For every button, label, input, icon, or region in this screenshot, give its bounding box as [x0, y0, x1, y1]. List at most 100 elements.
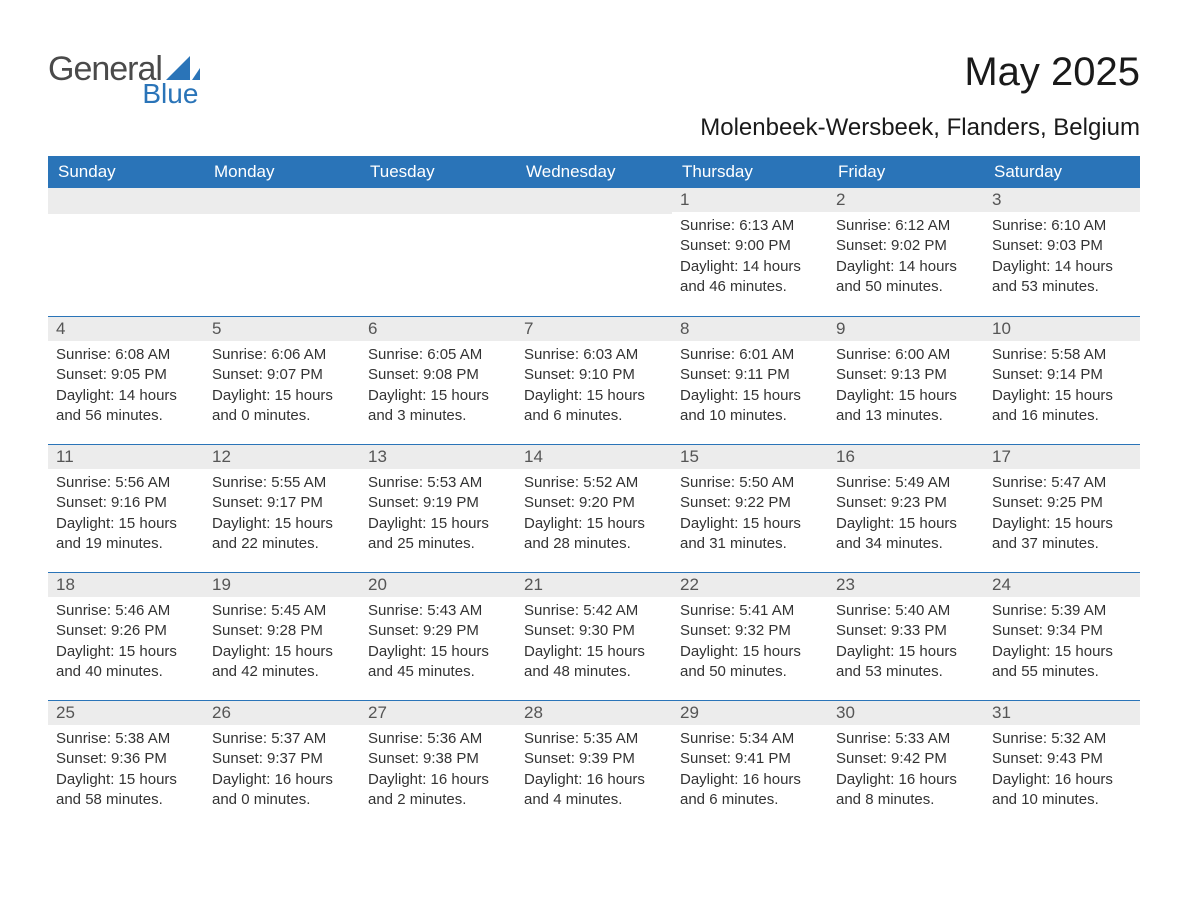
day-details: Sunrise: 6:06 AMSunset: 9:07 PMDaylight:… — [204, 341, 360, 430]
day-number: 30 — [828, 700, 984, 725]
day-number: 8 — [672, 316, 828, 341]
daylight-text: Daylight: 15 hours — [992, 642, 1132, 662]
day-number: 3 — [984, 188, 1140, 212]
day-details: Sunrise: 5:52 AMSunset: 9:20 PMDaylight:… — [516, 469, 672, 558]
day-details: Sunrise: 5:40 AMSunset: 9:33 PMDaylight:… — [828, 597, 984, 686]
day-details: Sunrise: 5:53 AMSunset: 9:19 PMDaylight:… — [360, 469, 516, 558]
sunset-text: Sunset: 9:00 PM — [680, 236, 820, 256]
sunset-text: Sunset: 9:22 PM — [680, 493, 820, 513]
sunrise-text: Sunrise: 5:37 AM — [212, 729, 352, 749]
day-details: Sunrise: 5:37 AMSunset: 9:37 PMDaylight:… — [204, 725, 360, 814]
calendar-cell: 16Sunrise: 5:49 AMSunset: 9:23 PMDayligh… — [828, 444, 984, 572]
daylight-text-2: and 19 minutes. — [56, 534, 196, 554]
daylight-text: Daylight: 15 hours — [992, 514, 1132, 534]
calendar-cell: 5Sunrise: 6:06 AMSunset: 9:07 PMDaylight… — [204, 316, 360, 444]
calendar-cell — [204, 188, 360, 316]
daylight-text-2: and 40 minutes. — [56, 662, 196, 682]
sunrise-text: Sunrise: 5:58 AM — [992, 345, 1132, 365]
day-details: Sunrise: 5:38 AMSunset: 9:36 PMDaylight:… — [48, 725, 204, 814]
calendar-cell: 13Sunrise: 5:53 AMSunset: 9:19 PMDayligh… — [360, 444, 516, 572]
calendar-cell: 8Sunrise: 6:01 AMSunset: 9:11 PMDaylight… — [672, 316, 828, 444]
day-details: Sunrise: 5:39 AMSunset: 9:34 PMDaylight:… — [984, 597, 1140, 686]
sunrise-text: Sunrise: 5:45 AM — [212, 601, 352, 621]
sunset-text: Sunset: 9:14 PM — [992, 365, 1132, 385]
day-details: Sunrise: 5:49 AMSunset: 9:23 PMDaylight:… — [828, 469, 984, 558]
blank-day-strip — [204, 188, 360, 214]
day-details: Sunrise: 5:47 AMSunset: 9:25 PMDaylight:… — [984, 469, 1140, 558]
calendar-cell: 7Sunrise: 6:03 AMSunset: 9:10 PMDaylight… — [516, 316, 672, 444]
calendar-cell: 20Sunrise: 5:43 AMSunset: 9:29 PMDayligh… — [360, 572, 516, 700]
day-number: 24 — [984, 572, 1140, 597]
day-number: 6 — [360, 316, 516, 341]
daylight-text-2: and 6 minutes. — [524, 406, 664, 426]
daylight-text-2: and 3 minutes. — [368, 406, 508, 426]
daylight-text-2: and 4 minutes. — [524, 790, 664, 810]
daylight-text-2: and 25 minutes. — [368, 534, 508, 554]
day-details: Sunrise: 5:35 AMSunset: 9:39 PMDaylight:… — [516, 725, 672, 814]
day-details: Sunrise: 5:56 AMSunset: 9:16 PMDaylight:… — [48, 469, 204, 558]
page-title: May 2025 — [964, 50, 1140, 95]
day-number: 23 — [828, 572, 984, 597]
sunrise-text: Sunrise: 5:50 AM — [680, 473, 820, 493]
calendar-cell: 11Sunrise: 5:56 AMSunset: 9:16 PMDayligh… — [48, 444, 204, 572]
daylight-text: Daylight: 15 hours — [836, 514, 976, 534]
day-number: 2 — [828, 188, 984, 212]
daylight-text-2: and 34 minutes. — [836, 534, 976, 554]
day-number: 20 — [360, 572, 516, 597]
daylight-text: Daylight: 14 hours — [992, 257, 1132, 277]
sunset-text: Sunset: 9:10 PM — [524, 365, 664, 385]
day-number: 14 — [516, 444, 672, 469]
daylight-text-2: and 53 minutes. — [836, 662, 976, 682]
daylight-text-2: and 53 minutes. — [992, 277, 1132, 297]
sunset-text: Sunset: 9:43 PM — [992, 749, 1132, 769]
weekday-header: Wednesday — [516, 156, 672, 188]
sunset-text: Sunset: 9:19 PM — [368, 493, 508, 513]
sunrise-text: Sunrise: 6:10 AM — [992, 216, 1132, 236]
sunset-text: Sunset: 9:11 PM — [680, 365, 820, 385]
day-number: 21 — [516, 572, 672, 597]
blank-day-strip — [360, 188, 516, 214]
day-number: 7 — [516, 316, 672, 341]
day-number: 25 — [48, 700, 204, 725]
sunrise-text: Sunrise: 6:05 AM — [368, 345, 508, 365]
day-number: 31 — [984, 700, 1140, 725]
daylight-text: Daylight: 15 hours — [212, 514, 352, 534]
day-details: Sunrise: 5:33 AMSunset: 9:42 PMDaylight:… — [828, 725, 984, 814]
daylight-text-2: and 6 minutes. — [680, 790, 820, 810]
sunrise-text: Sunrise: 6:06 AM — [212, 345, 352, 365]
sunrise-text: Sunrise: 5:43 AM — [368, 601, 508, 621]
day-details: Sunrise: 5:43 AMSunset: 9:29 PMDaylight:… — [360, 597, 516, 686]
sunrise-text: Sunrise: 5:55 AM — [212, 473, 352, 493]
sunset-text: Sunset: 9:39 PM — [524, 749, 664, 769]
day-details: Sunrise: 6:12 AMSunset: 9:02 PMDaylight:… — [828, 212, 984, 301]
daylight-text-2: and 16 minutes. — [992, 406, 1132, 426]
calendar-cell: 28Sunrise: 5:35 AMSunset: 9:39 PMDayligh… — [516, 700, 672, 828]
calendar-cell: 6Sunrise: 6:05 AMSunset: 9:08 PMDaylight… — [360, 316, 516, 444]
calendar-cell: 22Sunrise: 5:41 AMSunset: 9:32 PMDayligh… — [672, 572, 828, 700]
weekday-header: Sunday — [48, 156, 204, 188]
blank-day-strip — [48, 188, 204, 214]
day-number: 4 — [48, 316, 204, 341]
sunrise-text: Sunrise: 5:49 AM — [836, 473, 976, 493]
sunset-text: Sunset: 9:32 PM — [680, 621, 820, 641]
sunrise-text: Sunrise: 5:38 AM — [56, 729, 196, 749]
daylight-text-2: and 22 minutes. — [212, 534, 352, 554]
daylight-text: Daylight: 16 hours — [680, 770, 820, 790]
sunset-text: Sunset: 9:26 PM — [56, 621, 196, 641]
weekday-header: Monday — [204, 156, 360, 188]
daylight-text: Daylight: 15 hours — [212, 642, 352, 662]
daylight-text-2: and 42 minutes. — [212, 662, 352, 682]
calendar-cell: 18Sunrise: 5:46 AMSunset: 9:26 PMDayligh… — [48, 572, 204, 700]
sunrise-text: Sunrise: 5:34 AM — [680, 729, 820, 749]
sunrise-text: Sunrise: 5:40 AM — [836, 601, 976, 621]
day-details: Sunrise: 5:36 AMSunset: 9:38 PMDaylight:… — [360, 725, 516, 814]
day-details: Sunrise: 5:34 AMSunset: 9:41 PMDaylight:… — [672, 725, 828, 814]
calendar-cell — [516, 188, 672, 316]
day-number: 5 — [204, 316, 360, 341]
day-details: Sunrise: 6:01 AMSunset: 9:11 PMDaylight:… — [672, 341, 828, 430]
calendar-table: Sunday Monday Tuesday Wednesday Thursday… — [48, 156, 1140, 828]
calendar-cell: 17Sunrise: 5:47 AMSunset: 9:25 PMDayligh… — [984, 444, 1140, 572]
calendar-cell: 25Sunrise: 5:38 AMSunset: 9:36 PMDayligh… — [48, 700, 204, 828]
day-number: 17 — [984, 444, 1140, 469]
day-details: Sunrise: 5:32 AMSunset: 9:43 PMDaylight:… — [984, 725, 1140, 814]
